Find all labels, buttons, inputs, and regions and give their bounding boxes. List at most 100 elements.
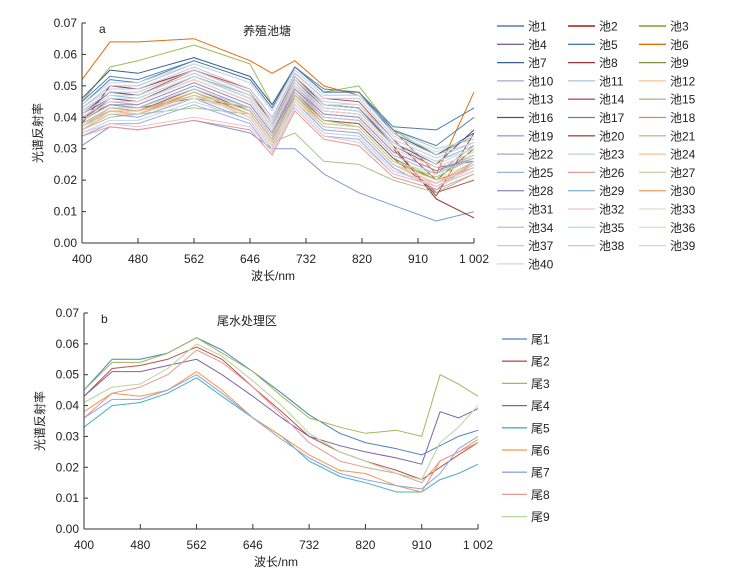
legend-item: 池38 (568, 239, 625, 253)
legend-item: 池23 (568, 148, 625, 162)
legend-label: 池27 (670, 166, 696, 180)
legend-item: 池28 (497, 184, 554, 198)
legend-label: 池3 (670, 20, 689, 34)
series-line-池31 (81, 101, 475, 187)
legend-label: 尾5 (531, 421, 550, 435)
x-axis-label: 波长/nm (254, 555, 298, 569)
legend-item: 池34 (497, 221, 554, 235)
series-group (81, 38, 475, 222)
legend-item: 池5 (568, 38, 618, 52)
legend-label: 尾4 (531, 399, 550, 413)
legend-label: 尾3 (531, 377, 550, 391)
legend-label: 尾9 (531, 510, 550, 524)
panel-title: 尾水处理区 (217, 314, 277, 328)
legend-item: 池3 (639, 20, 689, 34)
legend-item: 池36 (639, 221, 696, 235)
y-tick-label: 0.00 (56, 522, 80, 536)
legend-label: 池24 (670, 148, 696, 162)
legend-label: 池34 (528, 221, 554, 235)
x-tick-label: 732 (299, 538, 319, 552)
series-line-尾9 (83, 343, 479, 481)
x-tick-label: 1 002 (463, 538, 493, 552)
series-line-尾8 (83, 349, 479, 484)
x-tick-label: 820 (352, 252, 372, 266)
legend-label: 尾7 (531, 466, 550, 480)
series-line-池17 (81, 60, 475, 147)
series-line-尾7 (83, 374, 479, 490)
y-tick-label: 0.03 (54, 142, 78, 156)
legend-label: 尾6 (531, 444, 550, 458)
legend-label: 池4 (528, 38, 547, 52)
chart-panel-a: 0.00 0.01 0.02 0.03 0.04 0.05 0.06 0.07 400 480 56… (30, 16, 696, 283)
legend-label: 池12 (670, 74, 696, 88)
legend-item: 尾5 (502, 421, 550, 435)
legend-item: 池29 (568, 184, 625, 198)
legend-item: 池15 (639, 93, 696, 107)
legend-item: 尾4 (502, 399, 550, 413)
series-line-尾2 (83, 346, 479, 481)
y-tick-label: 0.04 (56, 399, 80, 413)
legend-item: 池8 (568, 56, 618, 70)
legend-label: 池30 (670, 184, 696, 198)
legend-label: 池38 (599, 239, 625, 253)
legend-label: 池37 (528, 239, 554, 253)
series-line-尾3 (83, 337, 479, 437)
legend-label: 池22 (528, 148, 554, 162)
legend-item: 尾7 (502, 466, 550, 480)
legend-item: 池16 (497, 111, 554, 125)
legend-item: 尾9 (502, 510, 550, 524)
x-axis-label: 波长/nm (251, 269, 295, 283)
series-line-池23 (81, 69, 475, 159)
series-line-池40 (81, 63, 475, 153)
x-tick-label: 400 (72, 252, 92, 266)
legend-label: 池15 (670, 93, 696, 107)
x-tick-label: 400 (74, 538, 94, 552)
legend-label: 池35 (599, 221, 625, 235)
x-tick-label: 910 (412, 538, 432, 552)
legend-item: 池25 (497, 166, 554, 180)
legend-item: 池1 (497, 20, 547, 34)
legend: 尾1 尾2 尾3 尾4 尾5 尾6 尾7 尾8 尾9 (502, 333, 550, 524)
legend-item: 池21 (639, 129, 696, 143)
legend-label: 池8 (599, 56, 618, 70)
y-tick-label: 0.05 (56, 368, 80, 382)
legend-label: 尾1 (531, 333, 550, 347)
chart-panel-b: 0.00 0.01 0.02 0.03 0.04 0.05 0.06 0.07 400 480 56… (32, 306, 550, 569)
legend-item: 池26 (568, 166, 625, 180)
series-line-池36 (81, 79, 475, 169)
y-axis-label: 光谱反射率 (30, 103, 45, 163)
legend-item: 尾8 (502, 488, 550, 502)
legend-label: 尾8 (531, 488, 550, 502)
legend-label: 尾2 (531, 355, 550, 369)
series-line-尾5 (83, 377, 479, 493)
legend-label: 池10 (528, 74, 554, 88)
legend-item: 池10 (497, 74, 554, 88)
legend-item: 池11 (568, 74, 624, 88)
x-tick-label: 732 (296, 252, 316, 266)
series-line-池34 (81, 88, 475, 175)
x-tick-label: 820 (355, 538, 375, 552)
legend-label: 池11 (599, 74, 624, 88)
legend: 池1 池2 池3 池4 池5 池6 池7 池8 池9 池10 池11 池12 池13 池14 池15 池16 池… (497, 20, 696, 271)
series-line-池37 (81, 66, 475, 156)
legend-item: 池14 (568, 93, 625, 107)
series-line-池38 (81, 94, 475, 184)
legend-label: 池31 (528, 203, 554, 217)
legend-label: 池29 (599, 184, 625, 198)
x-tick-label: 480 (130, 538, 150, 552)
y-tick-label: 0.04 (54, 110, 78, 124)
legend-label: 池39 (670, 239, 696, 253)
legend-item: 池32 (568, 203, 625, 217)
legend-item: 池4 (497, 38, 547, 52)
legend-label: 池25 (528, 166, 554, 180)
series-line-池35 (81, 75, 475, 165)
legend-label: 池20 (599, 129, 625, 143)
panel-label: a (99, 22, 106, 36)
series-line-池39 (81, 72, 475, 162)
legend-item: 池22 (497, 148, 554, 162)
x-tick-label: 562 (187, 538, 207, 552)
legend-item: 池9 (639, 56, 689, 70)
legend-item: 尾3 (502, 377, 550, 391)
legend-label: 池14 (599, 93, 625, 107)
